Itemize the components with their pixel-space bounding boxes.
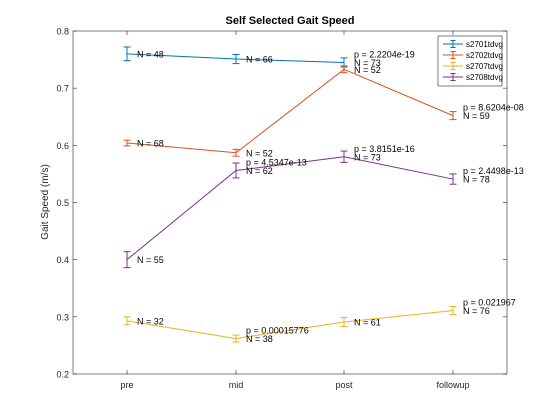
error-bar-point xyxy=(232,162,240,179)
p-value-label: p = 0.00015776 xyxy=(246,326,309,336)
annotation-layer: N = 48N = 66 N = 73p = 2.2204e-19N = 68N … xyxy=(137,49,524,344)
n-label: N = 52 xyxy=(354,65,381,75)
legend-entry: s2702tdvg xyxy=(443,51,503,60)
n-label: N = 66 xyxy=(246,55,273,65)
error-bar-point xyxy=(449,173,457,185)
p-value-label: p = 0.021967 xyxy=(463,298,516,308)
x-tick-label: followup xyxy=(436,380,469,390)
series-layer xyxy=(123,46,457,343)
series-s2707tdvg xyxy=(123,306,457,343)
series-line xyxy=(126,68,454,154)
n-label: N = 61 xyxy=(354,317,381,327)
n-label: N = 38 xyxy=(246,334,273,344)
chart-title: Self Selected Gait Speed xyxy=(226,15,355,27)
legend-label: s2702tdvg xyxy=(466,51,503,60)
y-tick-label: 0.7 xyxy=(56,84,69,94)
p-value-label: p = 8.6204e-08 xyxy=(463,103,524,113)
error-bar-point xyxy=(123,316,131,326)
n-label: N = 78 xyxy=(463,175,490,185)
legend-label: s2701tdvg xyxy=(466,40,503,49)
n-label: N = 76 xyxy=(463,306,490,316)
y-tick-label: 0.6 xyxy=(56,141,69,151)
axes: 0.2 0.3 0.4 0.5 0.6 0.7 0.8 pre mid post followup xyxy=(56,27,508,390)
error-bar-point xyxy=(232,334,240,343)
error-bar-point xyxy=(340,150,348,163)
y-tick-label: 0.3 xyxy=(56,312,69,322)
x-tick-label: pre xyxy=(120,380,133,390)
legend-label: s2708tdvg xyxy=(466,73,503,82)
series-s2702tdvg xyxy=(123,65,457,157)
p-value-label: p = 3.8151e-16 xyxy=(354,144,415,154)
x-tick-label: mid xyxy=(229,380,244,390)
n-label: N = 68 xyxy=(137,139,164,149)
y-tick-label: 0.5 xyxy=(56,198,69,208)
n-label: N = 73 xyxy=(354,152,381,162)
n-label: N = 52 xyxy=(246,148,273,158)
legend-entry: s2708tdvg xyxy=(443,73,503,82)
n-label: N = 32 xyxy=(137,316,164,326)
error-bar-point xyxy=(449,306,457,316)
plot-area xyxy=(73,31,507,374)
y-tick-label: 0.2 xyxy=(56,370,69,380)
y-axis-label: Gait Speed (m/s) xyxy=(40,164,51,240)
p-value-label: p = 2.4498e-13 xyxy=(463,166,524,176)
error-bar-point xyxy=(232,148,240,157)
error-bar-point xyxy=(340,65,348,74)
legend-entry: s2707tdvg xyxy=(443,62,503,71)
error-bar-point xyxy=(123,251,131,269)
x-tick-label: post xyxy=(335,380,353,390)
error-bar-point xyxy=(123,46,131,62)
legend: s2701tdvg s2702tdvg s2707tdvg s2708tdvg xyxy=(437,35,503,87)
n-label: N = 59 xyxy=(463,111,490,121)
n-label: N = 55 xyxy=(137,255,164,265)
y-tick-label: 0.8 xyxy=(56,27,69,37)
error-bar-point xyxy=(340,316,348,328)
error-bar-point xyxy=(232,53,240,65)
n-label: N = 73 xyxy=(354,58,381,68)
series-line xyxy=(126,310,454,340)
legend-entry: s2701tdvg xyxy=(443,40,503,49)
series-line xyxy=(126,156,454,261)
p-value-label: p = 4.5347e-13 xyxy=(246,157,307,167)
error-bar-point xyxy=(449,111,457,121)
n-label: N = 48 xyxy=(137,49,164,59)
p-value-label: p = 2.2204e-19 xyxy=(354,49,415,59)
y-tick-label: 0.4 xyxy=(56,255,69,265)
series-s2708tdvg xyxy=(123,150,457,269)
n-label: N = 62 xyxy=(246,166,273,176)
error-bar-point xyxy=(123,139,131,147)
legend-label: s2707tdvg xyxy=(466,62,503,71)
